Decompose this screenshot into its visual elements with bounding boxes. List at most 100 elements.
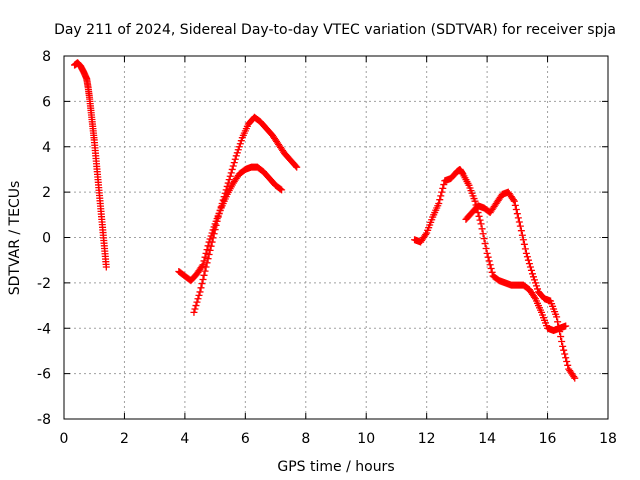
data-point — [483, 249, 491, 257]
chart-title: Day 211 of 2024, Sidereal Day-to-day VTE… — [54, 22, 616, 38]
data-point — [199, 275, 207, 283]
data-point — [439, 184, 447, 192]
data-point — [488, 268, 496, 276]
data-point — [213, 217, 221, 225]
data-point — [481, 240, 489, 248]
data-point — [233, 149, 241, 157]
data-point — [437, 192, 445, 200]
x-tick-label: 10 — [357, 431, 375, 447]
data-point — [482, 244, 490, 252]
data-point — [202, 249, 210, 257]
x-tick-label: 16 — [539, 431, 557, 447]
data-point — [521, 245, 529, 253]
data-point — [558, 337, 566, 345]
y-tick-label: 6 — [42, 94, 51, 110]
data-point — [570, 373, 578, 381]
data-point — [292, 162, 300, 170]
data-point — [518, 231, 526, 239]
data-point — [225, 176, 233, 184]
series-arc2a — [175, 163, 286, 285]
data-point — [530, 276, 538, 284]
x-tick-label: 2 — [120, 431, 129, 447]
data-point — [440, 181, 448, 189]
x-tick-label: 18 — [599, 431, 617, 447]
data-point — [234, 146, 242, 154]
data-point — [509, 196, 517, 204]
data-point — [438, 188, 446, 196]
data-point — [436, 196, 444, 204]
data-point — [229, 162, 237, 170]
y-tick-label: -2 — [37, 276, 51, 292]
data-point — [235, 143, 243, 151]
data-point — [220, 193, 228, 201]
data-point — [559, 342, 567, 350]
series-arc3b — [462, 188, 579, 382]
data-point — [522, 249, 530, 257]
data-point — [511, 201, 519, 209]
data-point — [513, 210, 521, 218]
x-tick-label: 6 — [241, 431, 250, 447]
data-point — [476, 216, 484, 224]
x-tick-label: 14 — [478, 431, 496, 447]
data-point — [555, 323, 563, 331]
data-point — [211, 226, 219, 234]
data-point — [516, 222, 524, 230]
data-point — [520, 240, 528, 248]
data-point — [227, 169, 235, 177]
data-point — [203, 246, 211, 254]
y-axis-label: SDTVAR / TECUs — [7, 181, 23, 296]
data-point — [222, 186, 230, 194]
data-point — [474, 209, 482, 217]
data-point — [533, 285, 541, 293]
data-point — [102, 263, 110, 271]
data-point — [523, 253, 531, 261]
data-point — [530, 293, 538, 301]
data-point — [517, 227, 525, 235]
data-point — [471, 197, 479, 205]
data-point — [557, 333, 565, 341]
data-point — [571, 374, 579, 382]
series-arc2b — [190, 113, 301, 316]
data-point — [207, 242, 215, 250]
x-tick-label: 12 — [418, 431, 436, 447]
data-point — [480, 235, 488, 243]
data-point — [512, 206, 520, 214]
data-point — [422, 230, 430, 238]
data-point — [435, 199, 443, 207]
data-point — [477, 220, 485, 228]
data-point — [201, 267, 209, 275]
data-point — [529, 273, 537, 281]
data-point — [524, 256, 532, 264]
data-point — [209, 234, 217, 242]
data-point — [554, 318, 562, 326]
data-point — [562, 354, 570, 362]
data-point — [208, 238, 216, 246]
series-arc3a — [411, 165, 570, 335]
data-point — [485, 257, 493, 265]
grid — [64, 56, 608, 419]
data-marks — [71, 59, 579, 382]
data-point — [194, 295, 202, 303]
data-point — [190, 308, 198, 316]
x-tick-labels: 0 2 4 6 8 10 12 14 16 18 — [60, 431, 617, 447]
data-point — [223, 182, 231, 190]
data-point — [478, 225, 486, 233]
data-point — [561, 350, 569, 358]
x-tick-label: 8 — [301, 431, 310, 447]
data-point — [527, 266, 535, 274]
y-tick-label: 8 — [42, 49, 51, 65]
ticks — [63, 55, 609, 420]
data-point — [479, 230, 487, 238]
data-point — [556, 328, 564, 336]
data-point — [484, 253, 492, 261]
y-tick-label: 2 — [42, 185, 51, 201]
data-point — [293, 163, 301, 171]
data-point — [193, 298, 201, 306]
y-tick-label: 0 — [42, 231, 51, 247]
data-point — [214, 213, 222, 221]
data-point — [230, 159, 238, 167]
data-point — [198, 262, 206, 270]
data-point — [487, 265, 495, 273]
data-point — [560, 346, 568, 354]
